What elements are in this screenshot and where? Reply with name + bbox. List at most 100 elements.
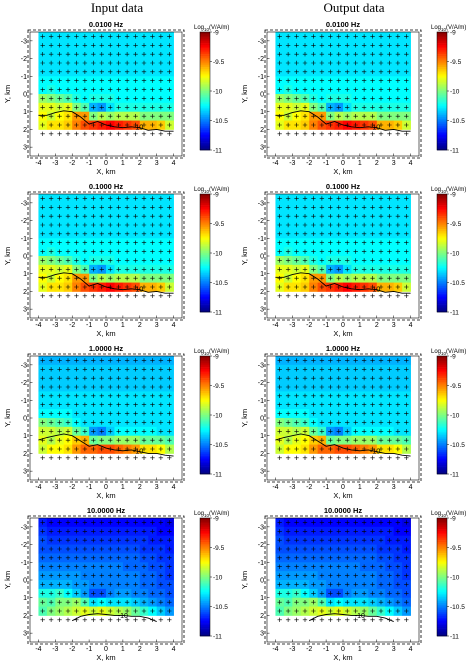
- station-marker: [99, 69, 104, 75]
- colorbar-unit-suffix: (V/A/m): [446, 511, 466, 517]
- station-marker: [294, 429, 299, 434]
- station-marker: [82, 555, 88, 561]
- colorbar-tick-label: -10: [213, 413, 223, 420]
- station-marker: [99, 213, 104, 219]
- station-marker: [74, 51, 79, 57]
- station-marker: [370, 96, 375, 101]
- station-marker: [167, 520, 172, 525]
- station-marker: [57, 96, 62, 101]
- station-marker: [141, 564, 147, 569]
- x-tick-label: 1: [121, 322, 125, 329]
- station-marker: [294, 591, 299, 596]
- station-marker: [285, 555, 291, 561]
- station-marker: [99, 529, 104, 534]
- station-marker: [302, 213, 308, 219]
- station-marker: [65, 437, 71, 443]
- station-marker: [40, 537, 45, 543]
- station-marker: [302, 411, 308, 416]
- station-marker: [48, 591, 54, 596]
- colorbar-segment: [200, 140, 210, 143]
- station-marker: [91, 96, 96, 101]
- station-marker: [99, 573, 104, 578]
- station-marker: [361, 43, 367, 48]
- colorbar-segment: [200, 379, 210, 383]
- colorbar-segment: [200, 32, 210, 35]
- station-marker: [378, 591, 384, 596]
- colorbar-segment: [437, 297, 447, 300]
- station-marker: [48, 375, 54, 381]
- station-marker: [48, 249, 54, 254]
- station-marker: [404, 564, 409, 569]
- station-marker: [353, 113, 358, 119]
- station-marker: [150, 231, 155, 237]
- station-marker: [370, 222, 375, 228]
- station-marker: [40, 546, 45, 552]
- station-marker: [108, 599, 113, 605]
- colorbar-segment: [200, 61, 210, 64]
- station-marker: [158, 231, 164, 237]
- colorbar-segment: [437, 308, 447, 311]
- colorbar-segment: [437, 114, 447, 118]
- colorbar-segment: [200, 81, 210, 84]
- station-marker: [302, 240, 308, 245]
- station-marker: [40, 96, 45, 101]
- x-tick-label: -2: [306, 160, 312, 167]
- station-marker: [277, 51, 282, 57]
- station-marker: [345, 231, 350, 237]
- station-marker: [82, 267, 88, 272]
- station-marker: [91, 446, 96, 452]
- colorbar-segment: [200, 567, 210, 570]
- station-marker: [141, 258, 147, 263]
- station-marker: [141, 122, 147, 128]
- station-marker: [116, 293, 121, 299]
- station-marker: [328, 402, 333, 407]
- colorbar-segment: [200, 54, 210, 57]
- colorbar-segment: [200, 240, 210, 243]
- colorbar-segment: [437, 409, 447, 412]
- station-marker: [150, 51, 155, 57]
- station-marker: [353, 358, 358, 363]
- station-marker: [345, 564, 350, 569]
- colorbar-segment: [200, 361, 210, 364]
- station-marker: [141, 429, 147, 434]
- station-marker: [116, 573, 121, 578]
- colorbar-segment: [437, 295, 447, 298]
- x-axis-label: X, km: [333, 491, 352, 500]
- station-marker: [285, 393, 291, 399]
- station-marker: [285, 537, 291, 543]
- colorbar-unit-subscript: 10: [204, 27, 210, 32]
- station-marker: [361, 555, 367, 561]
- station-marker: [378, 446, 384, 452]
- station-marker: [277, 122, 282, 128]
- station-marker: [353, 240, 358, 245]
- station-marker: [167, 43, 172, 48]
- station-marker: [158, 537, 164, 543]
- station-marker: [167, 249, 172, 254]
- station-marker: [361, 231, 367, 237]
- colorbar-segment: [437, 400, 447, 403]
- station-marker: [285, 529, 291, 534]
- station-marker: [150, 87, 155, 92]
- colorbar-segment: [437, 553, 447, 556]
- colorbar-segment: [437, 124, 447, 127]
- station-marker: [141, 375, 147, 381]
- station-marker: [361, 617, 367, 623]
- station-marker: [48, 455, 54, 461]
- colorbar-segment: [200, 402, 210, 405]
- colorbar-segment: [200, 72, 210, 75]
- colorbar-segment: [200, 275, 210, 278]
- station-marker: [319, 582, 325, 587]
- station-marker: [82, 196, 88, 201]
- station-marker: [319, 69, 325, 75]
- station-marker: [378, 231, 384, 237]
- station-marker: [395, 591, 401, 596]
- station-marker: [387, 275, 392, 281]
- colorbar-segment: [200, 569, 210, 572]
- colorbar-segment: [200, 426, 210, 429]
- station-marker: [319, 51, 325, 57]
- panel-title: 0.0100 Hz: [326, 20, 360, 29]
- station-marker: [167, 591, 172, 596]
- colorbar-segment: [437, 577, 447, 580]
- station-marker: [353, 529, 358, 534]
- station-marker: [57, 617, 62, 623]
